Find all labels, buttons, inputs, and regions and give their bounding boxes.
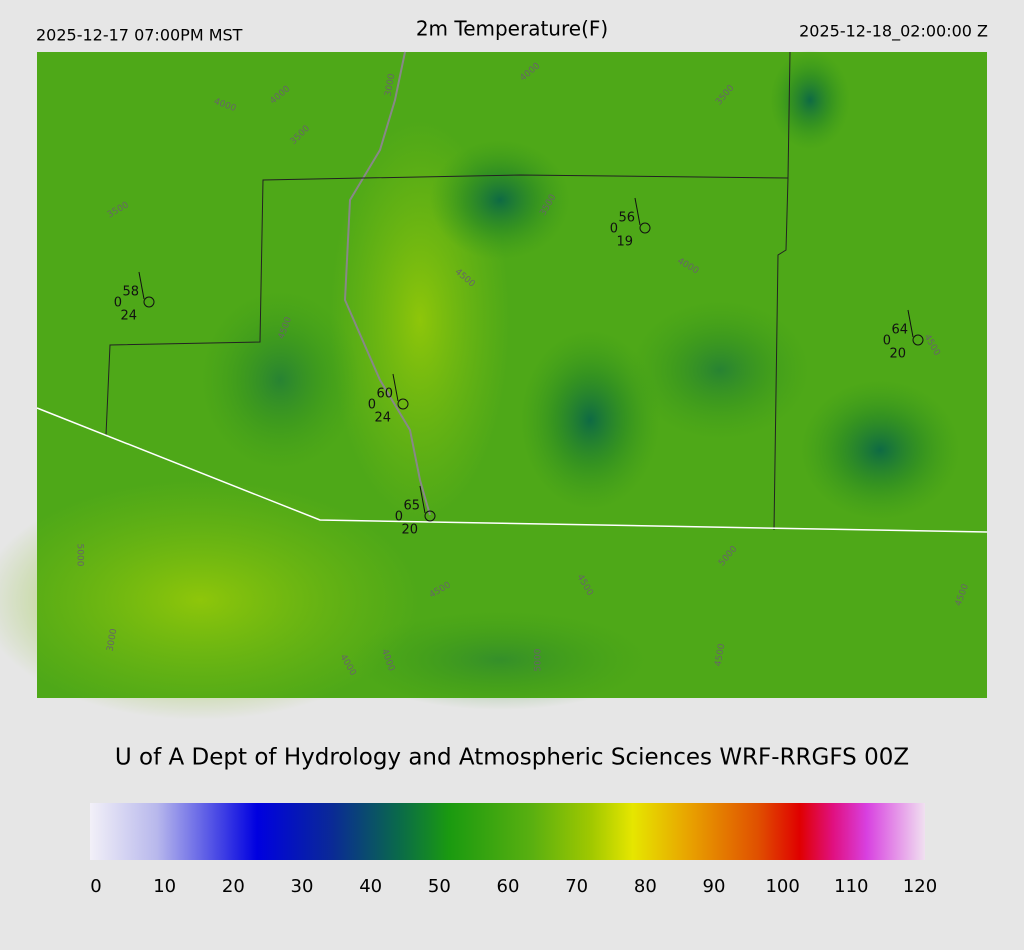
station-temp: 58 xyxy=(122,285,139,300)
station-dew: 20 xyxy=(889,347,906,362)
colorbar-tick-label: 20 xyxy=(222,876,245,897)
colorbar-tick-label: 70 xyxy=(565,876,588,897)
station-dew: 20 xyxy=(401,523,418,538)
colorbar-tick-label: 80 xyxy=(634,876,657,897)
colorbar-tick-label: 50 xyxy=(428,876,451,897)
station-code: 0 xyxy=(610,222,618,237)
title: 2m Temperature(F) xyxy=(416,17,608,41)
station-temp: 65 xyxy=(403,499,420,514)
map: 4000 4000 30003500400035004500450035004000… xyxy=(0,50,988,720)
colorbar xyxy=(90,803,925,860)
colorbar-tick-label: 40 xyxy=(359,876,382,897)
station-code: 0 xyxy=(395,510,403,525)
station-code: 0 xyxy=(114,296,122,311)
contour-label: 3000 xyxy=(384,73,398,98)
wind-staff xyxy=(634,197,641,226)
station-temp: 56 xyxy=(618,211,635,226)
station-circle xyxy=(424,510,436,522)
colorbar-tick-label: 110 xyxy=(834,876,868,897)
colorbar-tick-label: 90 xyxy=(703,876,726,897)
wind-staff xyxy=(138,271,145,300)
station-code: 0 xyxy=(368,398,376,413)
county-border xyxy=(105,51,791,531)
wind-staff xyxy=(907,309,914,338)
colorbar-tick-label: 100 xyxy=(765,876,799,897)
station-dew: 19 xyxy=(616,235,633,250)
colorbar-tick-label: 30 xyxy=(291,876,314,897)
station-circle xyxy=(639,222,651,234)
valid-utc: 2025-12-18_02:00:00 Z xyxy=(799,22,988,42)
wind-staff xyxy=(419,485,426,514)
colorbar-tick-label: 10 xyxy=(153,876,176,897)
wind-staff xyxy=(392,373,399,402)
river xyxy=(343,51,431,516)
contour-label: 3000 xyxy=(106,628,120,653)
state-border xyxy=(36,407,988,533)
contour-label: 4500 xyxy=(714,643,728,668)
station-circle xyxy=(397,398,409,410)
colorbar-tick-label: 60 xyxy=(497,876,520,897)
station-code: 0 xyxy=(883,334,891,349)
credit: U of A Dept of Hydrology and Atmospheric… xyxy=(115,745,909,771)
contour-label: 5000 xyxy=(75,544,85,567)
station-temp: 64 xyxy=(891,323,908,338)
station-dew: 24 xyxy=(374,411,391,426)
station-circle xyxy=(143,296,155,308)
station-temp: 60 xyxy=(376,387,393,402)
colorbar-tick-label: 0 xyxy=(90,876,101,897)
station-dew: 24 xyxy=(120,309,137,324)
station-circle xyxy=(912,334,924,346)
valid-local: 2025-12-17 07:00PM MST xyxy=(36,26,243,45)
contour-label: 5000 xyxy=(534,648,544,671)
colorbar-tick-label: 120 xyxy=(903,876,937,897)
